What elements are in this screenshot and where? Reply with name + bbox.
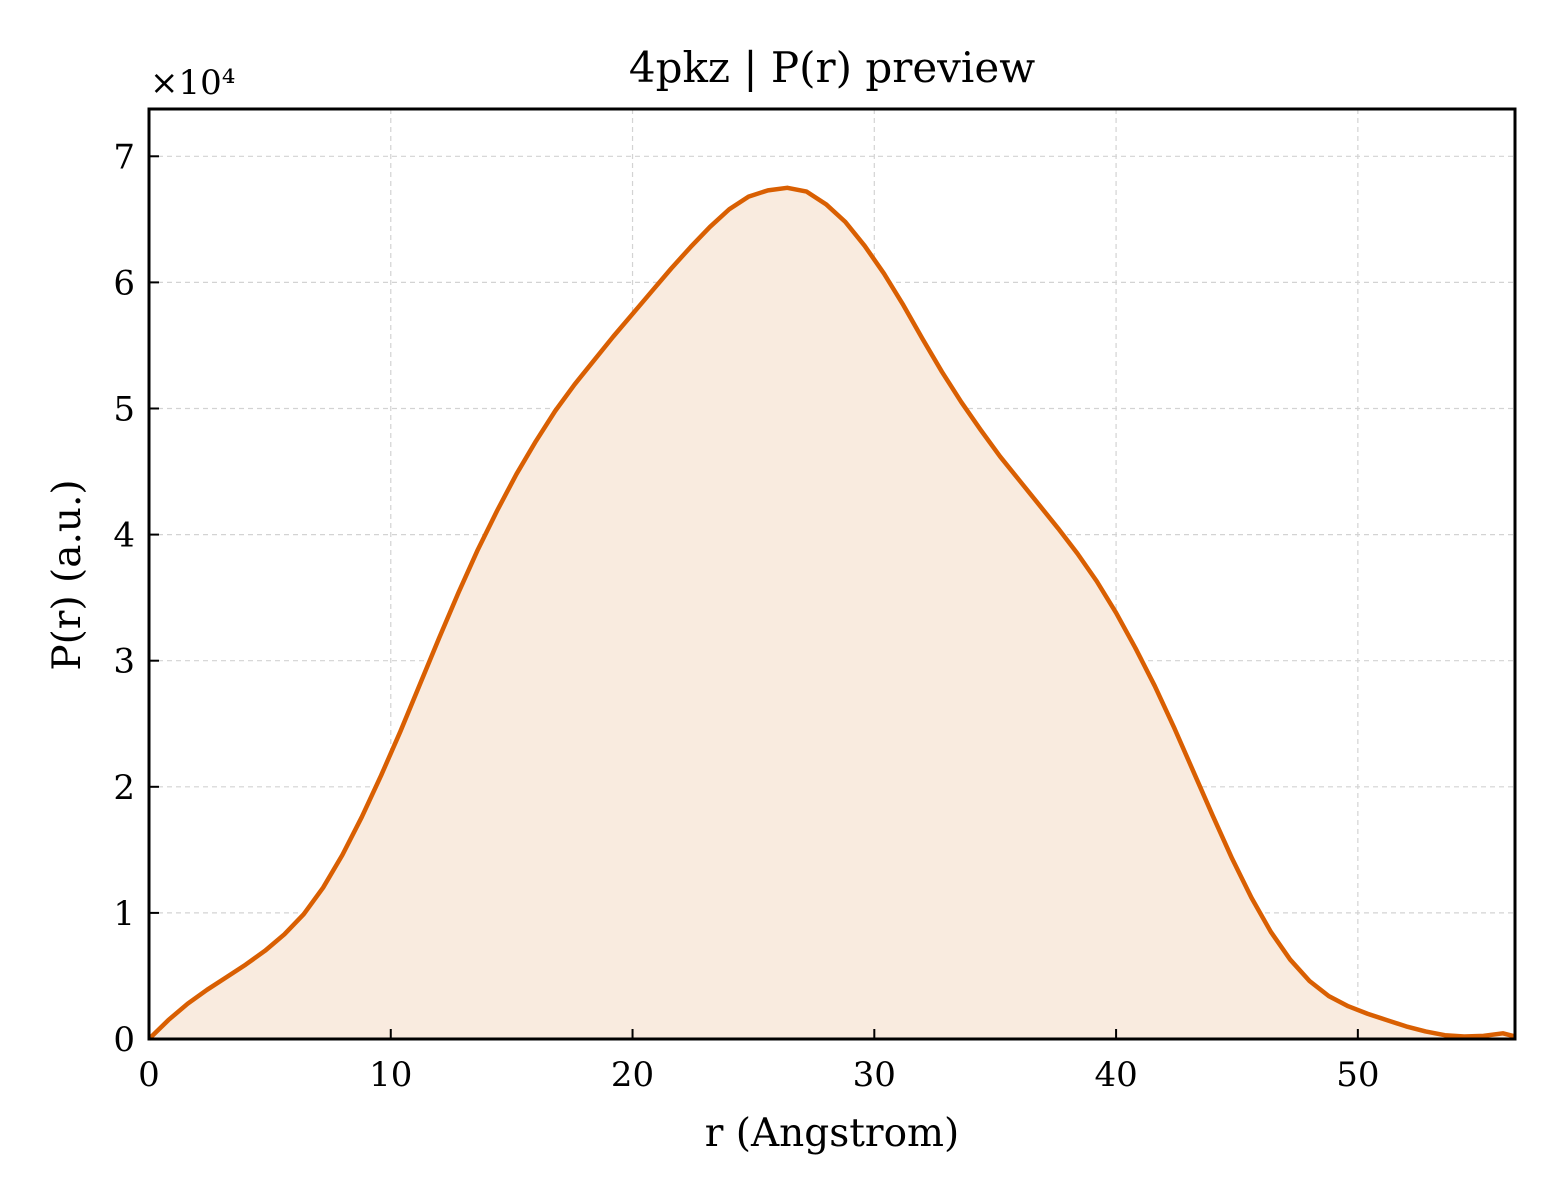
y-tick-label: 3: [113, 642, 135, 682]
pr-curve-line: [147, 185, 1516, 1041]
y-tick-label: 1: [113, 894, 135, 934]
x-tick-label: 20: [611, 1055, 654, 1095]
plot-frame: [147, 107, 1517, 1041]
x-tick-label: 50: [1336, 1055, 1379, 1095]
x-tick-label: 40: [1094, 1055, 1137, 1095]
x-axis-label: r (Angstrom): [705, 1111, 960, 1156]
y-tick-label: 7: [113, 137, 135, 177]
y-tick-label: 5: [113, 389, 135, 429]
y-tick-label: 0: [113, 1020, 135, 1060]
y-axis-label: P(r) (a.u.): [45, 479, 90, 670]
x-tick-label: 0: [138, 1055, 160, 1095]
x-tick-label: 30: [853, 1055, 896, 1095]
chart-title: 4pkz | P(r) preview: [629, 43, 1035, 92]
y-tick-label: 6: [113, 263, 135, 303]
y-tick-label: 2: [113, 768, 135, 808]
x-tick-label: 10: [369, 1055, 412, 1095]
ticks: 0 10 20 30 40 50 0 1 2 3 4 5 6 7: [113, 137, 1379, 1095]
pr-area-fill: [149, 187, 1515, 1039]
y-tick-label: 4: [113, 516, 135, 556]
y-multiplier-label: ×10⁴: [150, 63, 235, 103]
